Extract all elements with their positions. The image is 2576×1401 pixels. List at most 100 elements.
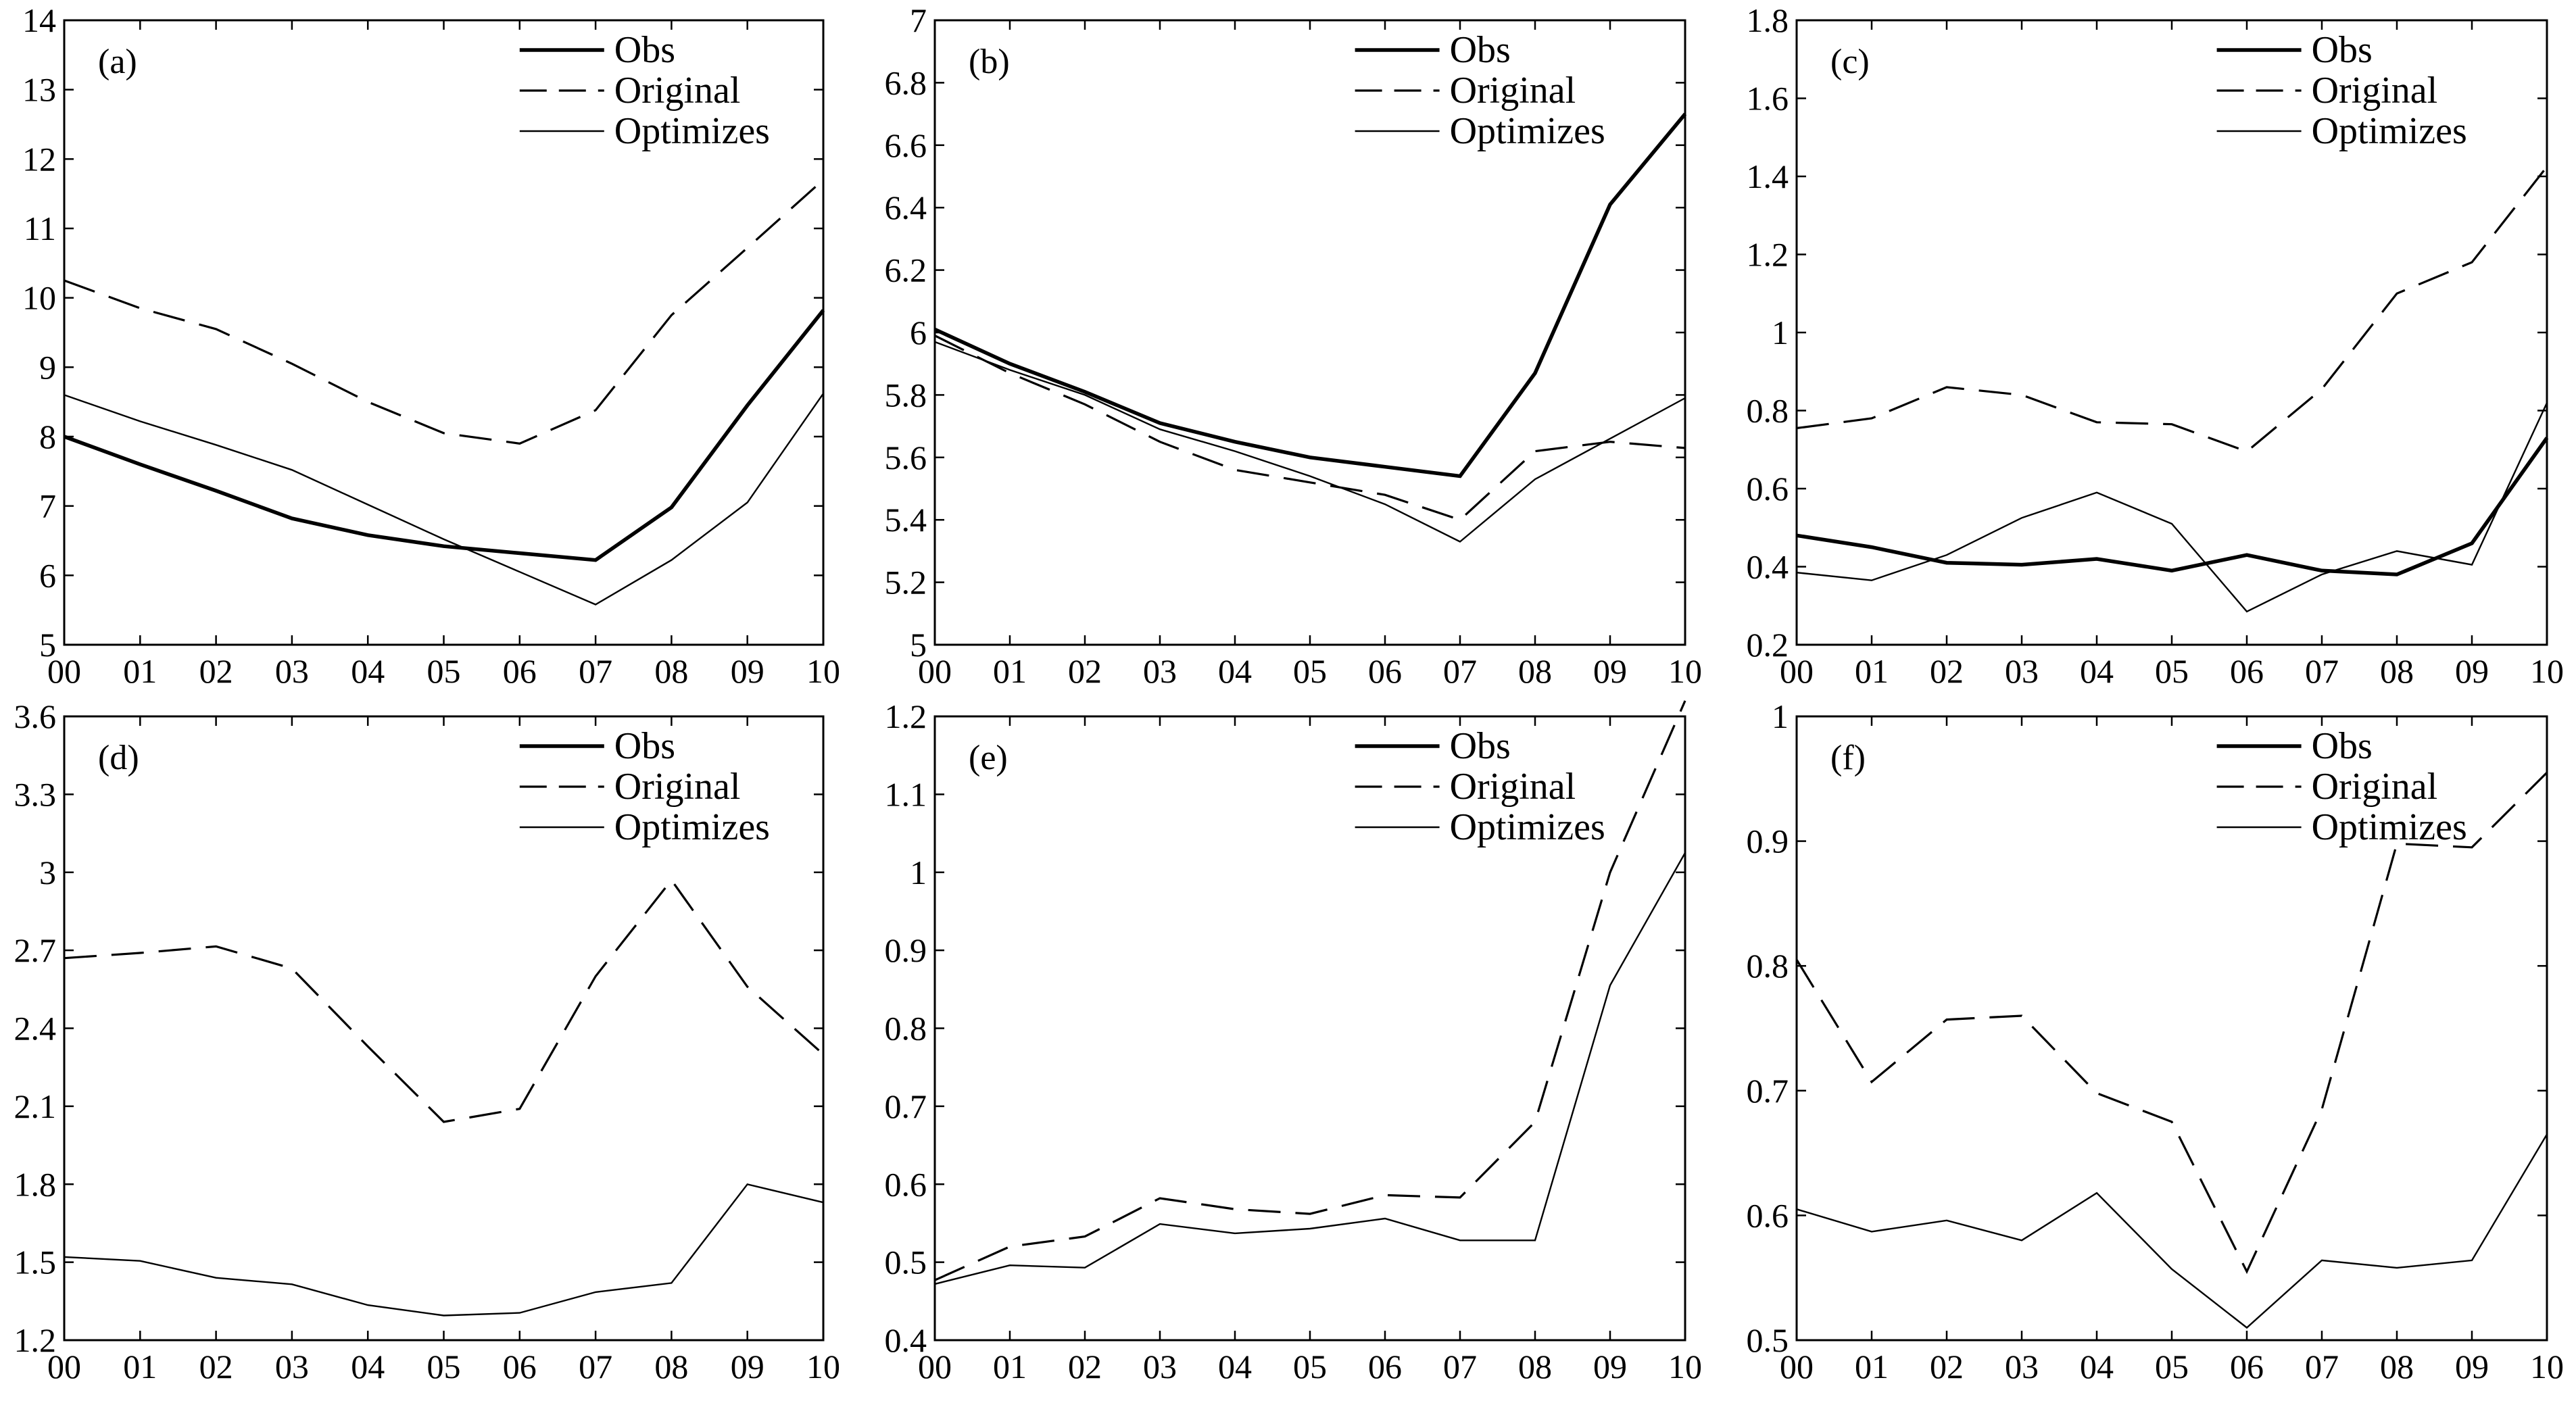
legend-label-obs: Obs — [2312, 725, 2373, 767]
y-tick-label: 11 — [24, 210, 56, 247]
x-tick-label: 01 — [1855, 652, 1889, 690]
legend-label-obs: Obs — [614, 725, 675, 767]
legend-label-original: Original — [1450, 766, 1576, 808]
legend-label-optimized: Optimizes — [1450, 110, 1605, 152]
y-tick-label: 1 — [1772, 697, 1789, 735]
x-tick-label: 00 — [1780, 652, 1814, 690]
x-tick-label: 04 — [2080, 652, 2114, 690]
y-tick-label: 0.5 — [1747, 1321, 1789, 1359]
legend-label-obs: Obs — [2312, 29, 2373, 71]
y-tick-label: 2.1 — [14, 1087, 57, 1125]
y-tick-label: 6.6 — [885, 126, 927, 164]
x-tick-label: 08 — [1518, 1348, 1552, 1385]
series-line-obs — [933, 112, 1687, 478]
x-tick-label: 04 — [351, 652, 385, 690]
x-tick-label: 01 — [123, 652, 157, 690]
panel-d: 00 01 02 03 04 05 06 07 08 09 10 1.2 1.5 1.8 2.1 2.4 2.7… — [14, 697, 841, 1385]
x-tick-label: 04 — [1218, 1348, 1252, 1385]
y-tick-label: 14 — [22, 1, 56, 39]
x-tick-label: 04 — [351, 1348, 385, 1385]
y-tick-label: 1.8 — [14, 1165, 57, 1203]
x-tick-label: 09 — [2455, 652, 2489, 690]
y-tick-label: 5.4 — [885, 501, 927, 539]
x-tick-label: 09 — [2455, 1348, 2489, 1385]
y-tick-label: 6 — [39, 556, 56, 594]
x-tick-label: 05 — [2155, 652, 2189, 690]
legend-label-obs: Obs — [1450, 725, 1511, 767]
y-tick-label: 0.6 — [1747, 470, 1789, 508]
series-line-original — [1795, 771, 2548, 1275]
x-tick-label: 07 — [2305, 652, 2339, 690]
y-tick-label: 1.8 — [1747, 1, 1789, 39]
x-tick-label: 09 — [731, 1348, 764, 1385]
y-tick-label: 12 — [22, 140, 56, 178]
x-tick-label: 05 — [2155, 1348, 2189, 1385]
y-tick-label: 0.7 — [885, 1087, 927, 1125]
y-tick-label: 0.6 — [885, 1165, 927, 1203]
x-tick-label: 05 — [427, 652, 461, 690]
y-tick-label: 5 — [910, 626, 927, 664]
legend-label-obs: Obs — [1450, 29, 1511, 71]
panel-label: (c) — [1830, 43, 1870, 81]
y-tick-label: 0.6 — [1747, 1196, 1789, 1234]
y-tick-label: 0.8 — [885, 1010, 927, 1048]
x-tick-label: 06 — [503, 1348, 537, 1385]
y-tick-label: 0.5 — [885, 1244, 927, 1281]
y-tick-label: 9 — [39, 348, 56, 386]
y-tick-label: 6 — [910, 314, 927, 351]
series-line-optimized — [1796, 402, 2548, 613]
y-tick-label: 3.6 — [14, 697, 57, 735]
legend-label-optimized: Optimizes — [2312, 806, 2467, 848]
y-tick-label: 0.9 — [1747, 822, 1789, 860]
x-tick-label: 03 — [275, 1348, 309, 1385]
x-tick-label: 09 — [731, 652, 764, 690]
x-tick-label: 03 — [2005, 652, 2039, 690]
y-tick-label: 1 — [1772, 314, 1789, 351]
x-tick-label: 02 — [1068, 1348, 1102, 1385]
y-tick-label: 3.3 — [14, 775, 57, 813]
y-tick-label: 6.4 — [885, 189, 927, 226]
y-tick-label: 1.2 — [14, 1321, 57, 1359]
y-tick-label: 3 — [39, 854, 56, 891]
x-tick-label: 10 — [1668, 1348, 1702, 1385]
legend-label-original: Original — [2312, 766, 2438, 808]
y-tick-label: 1.2 — [1747, 236, 1789, 274]
x-tick-label: 00 — [918, 652, 952, 690]
legend-label-original: Original — [2312, 70, 2438, 112]
y-tick-label: 5.6 — [885, 439, 927, 476]
x-tick-label: 02 — [199, 652, 233, 690]
x-tick-label: 06 — [503, 652, 537, 690]
x-tick-label: 08 — [654, 1348, 688, 1385]
y-tick-label: 2.4 — [14, 1010, 57, 1048]
x-tick-label: 07 — [579, 652, 612, 690]
legend-label-optimized: Optimizes — [614, 806, 770, 848]
y-tick-label: 1.2 — [885, 697, 927, 735]
y-tick-label: 6.8 — [885, 64, 927, 101]
legend-label-original: Original — [614, 70, 741, 112]
x-tick-label: 07 — [1443, 652, 1477, 690]
x-tick-label: 07 — [579, 1348, 612, 1385]
x-tick-label: 09 — [1593, 652, 1627, 690]
panel-e: 00 01 02 03 04 05 06 07 08 09 10 0.4 0.5 0.6 0.7 0.8 0.9… — [885, 697, 1703, 1385]
y-tick-label: 0.4 — [1747, 548, 1789, 586]
legend-label-obs: Obs — [614, 29, 675, 71]
series-line-optimized — [1796, 1133, 2548, 1329]
y-tick-label: 10 — [22, 279, 56, 317]
x-tick-label: 08 — [2380, 1348, 2414, 1385]
x-tick-label: 01 — [1855, 1348, 1889, 1385]
y-tick-label: 6.2 — [885, 251, 927, 289]
x-tick-label: 04 — [2080, 1348, 2114, 1385]
panel-a: 00 01 02 03 04 05 06 07 08 09 10 5 6 7 8 9 10 11 12 13 14 (a)… — [22, 1, 840, 690]
x-tick-label: 01 — [123, 1348, 157, 1385]
x-tick-label: 01 — [993, 1348, 1027, 1385]
x-tick-label: 10 — [1668, 652, 1702, 690]
legend-label-original: Original — [614, 766, 741, 808]
y-tick-label: 0.8 — [1747, 392, 1789, 430]
series-line-original — [934, 335, 1686, 522]
legend-label-optimized: Optimizes — [614, 110, 770, 152]
